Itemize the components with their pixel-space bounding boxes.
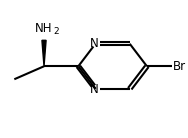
- Polygon shape: [42, 40, 46, 66]
- Text: N: N: [90, 37, 99, 50]
- Text: 2: 2: [53, 27, 59, 36]
- Text: Br: Br: [173, 60, 186, 73]
- Text: NH: NH: [35, 22, 53, 35]
- Text: N: N: [90, 83, 99, 96]
